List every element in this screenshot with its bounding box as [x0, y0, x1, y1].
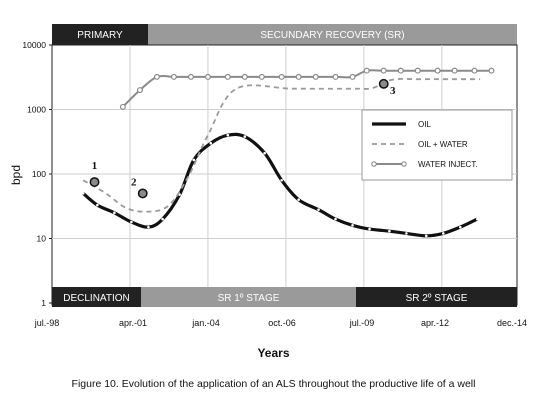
series-line-oil — [82, 132, 478, 238]
data-point-water-inject — [119, 103, 126, 110]
y-tick-label: 1 — [41, 298, 46, 308]
band-label-sr-first-stage: SR 1º STAGE — [218, 293, 280, 304]
bottom-stage-bands: DECLINATION SR 1º STAGE SR 2º STAGE — [52, 287, 517, 307]
legend-label-water-inject: WATER INJECT. — [418, 160, 478, 169]
data-point-water-inject — [224, 73, 231, 80]
data-point-oil — [263, 151, 266, 155]
band-label-secondary-recovery: SECUNDARY RECOVERY (SR) — [260, 30, 404, 41]
band-label-primary: PRIMARY — [77, 30, 123, 41]
data-point-oil — [147, 225, 150, 229]
band-sr-first-stage — [141, 287, 356, 307]
legend-label-oil: OIL — [418, 120, 431, 129]
data-point-oil — [405, 232, 408, 235]
x-tick-label: apr.-12 — [421, 318, 449, 328]
data-point-water-inject — [312, 73, 319, 80]
data-point-water-inject — [295, 73, 302, 80]
data-point-oil — [209, 141, 213, 145]
top-stage-bands: PRIMARY SECUNDARY RECOVERY (SR) — [52, 24, 517, 45]
data-point-oil — [441, 232, 445, 235]
series-line-water-inject — [122, 69, 492, 108]
legend-marker-water-inject — [401, 161, 407, 167]
data-point-water-inject — [258, 73, 265, 80]
legend-label-oil-water: OIL + WATER — [418, 140, 468, 149]
data-point-oil — [226, 133, 230, 137]
band-declination — [52, 287, 141, 307]
x-tick-label: jan.-04 — [191, 318, 220, 328]
y-axis-ticks: 10000 1000 100 10 1 — [22, 40, 52, 308]
data-point-oil — [161, 217, 164, 221]
x-tick-label: apr.-01 — [119, 318, 147, 328]
annotation-markers: 1 2 3 — [89, 78, 396, 199]
y-tick-label: 10000 — [22, 40, 46, 50]
data-point-water-inject — [170, 73, 177, 80]
data-point-water-inject — [488, 67, 495, 74]
y-tick-label: 100 — [32, 169, 46, 179]
annotation-marker-circle — [378, 78, 389, 89]
data-point-oil — [424, 234, 428, 238]
data-point-oil — [113, 211, 116, 215]
band-label-sr-second-stage: SR 2º STAGE — [406, 293, 468, 304]
data-point-oil — [388, 229, 391, 233]
annotation-marker-label: 2 — [131, 176, 137, 188]
data-point-oil — [243, 135, 247, 138]
x-tick-label: oct.-06 — [268, 318, 296, 328]
series-line-oil-water — [82, 78, 481, 213]
data-point-oil — [297, 198, 300, 201]
data-point-water-inject — [187, 73, 194, 80]
data-point-oil — [351, 224, 354, 227]
data-point-water-inject — [332, 73, 339, 80]
data-point-water-inject — [451, 67, 458, 74]
band-secondary-recovery — [148, 24, 517, 45]
data-point-water-inject — [204, 73, 211, 80]
y-tick-label: 1000 — [27, 105, 46, 115]
data-point-water-inject — [241, 73, 248, 80]
legend-marker-water-inject — [371, 161, 377, 167]
band-label-declination: DECLINATION — [63, 293, 130, 304]
data-point-water-inject — [397, 67, 404, 74]
data-point-oil — [192, 158, 196, 162]
data-point-water-inject — [434, 67, 441, 74]
data-point-oil — [458, 225, 462, 229]
series-group — [81, 67, 495, 238]
data-point-water-inject — [363, 67, 370, 74]
data-point-water-inject — [414, 67, 421, 74]
legend-box — [361, 109, 513, 181]
data-point-water-inject — [349, 73, 356, 80]
data-point-oil — [317, 208, 320, 211]
x-tick-label: jul.-09 — [349, 318, 375, 328]
y-tick-label: 10 — [37, 234, 47, 244]
annotation-marker-circle — [137, 188, 148, 199]
x-axis-title: Years — [257, 346, 290, 360]
band-sr-second-stage — [356, 287, 517, 307]
x-tick-label: dec.-14 — [497, 318, 527, 328]
data-point-oil — [280, 178, 283, 182]
annotation-marker-label: 3 — [390, 85, 396, 97]
y-axis-title: bpd — [9, 164, 23, 186]
data-point-oil — [130, 220, 133, 224]
band-primary — [52, 24, 148, 45]
data-point-oil — [368, 227, 371, 231]
data-point-water-inject — [278, 73, 285, 80]
figure-caption: Figure 10. Evolution of the application … — [71, 378, 476, 390]
data-point-water-inject — [380, 67, 387, 74]
data-point-water-inject — [153, 73, 160, 80]
data-point-water-inject — [471, 67, 478, 74]
legend: OIL OIL + WATER WATER INJECT. — [361, 109, 513, 181]
data-point-oil — [334, 217, 337, 221]
data-point-water-inject — [136, 87, 143, 94]
x-axis-ticks: jul.-98 apr.-01 jan.-04 oct.-06 jul.-09 apr.-… — [34, 318, 527, 328]
data-point-oil — [96, 203, 99, 207]
data-point-oil — [81, 192, 85, 195]
annotation-marker-circle — [89, 177, 100, 188]
data-point-oil — [476, 217, 479, 221]
x-tick-label: jul.-98 — [34, 318, 60, 328]
annotation-marker-label: 1 — [92, 160, 98, 172]
